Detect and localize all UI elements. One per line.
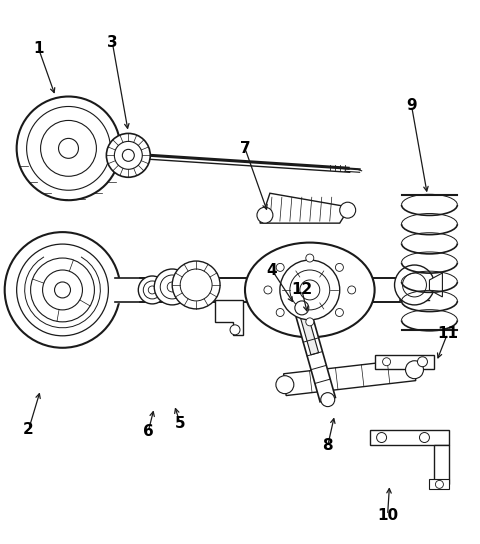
Ellipse shape <box>52 250 78 330</box>
Text: 10: 10 <box>377 508 398 523</box>
Polygon shape <box>370 430 449 446</box>
Circle shape <box>276 263 284 271</box>
Ellipse shape <box>61 114 84 183</box>
Circle shape <box>383 358 391 366</box>
Circle shape <box>336 308 343 317</box>
Ellipse shape <box>51 250 77 330</box>
Ellipse shape <box>61 114 83 183</box>
Circle shape <box>306 254 314 262</box>
Ellipse shape <box>60 114 82 183</box>
Circle shape <box>395 265 434 305</box>
Circle shape <box>114 141 142 169</box>
Text: 7: 7 <box>240 141 250 156</box>
Circle shape <box>321 393 335 406</box>
Circle shape <box>435 480 444 489</box>
Circle shape <box>154 269 190 305</box>
Circle shape <box>340 202 356 218</box>
Circle shape <box>59 138 78 158</box>
Polygon shape <box>260 193 350 223</box>
Polygon shape <box>430 273 443 297</box>
Circle shape <box>348 286 356 294</box>
Ellipse shape <box>52 250 78 330</box>
Circle shape <box>276 376 294 394</box>
Circle shape <box>257 207 273 223</box>
Ellipse shape <box>245 243 374 337</box>
Circle shape <box>276 308 284 317</box>
Text: 4: 4 <box>266 263 277 277</box>
Circle shape <box>167 282 177 292</box>
Circle shape <box>280 260 340 320</box>
Polygon shape <box>434 446 449 484</box>
Ellipse shape <box>51 250 77 330</box>
Text: 9: 9 <box>406 98 417 113</box>
Circle shape <box>306 318 314 326</box>
Circle shape <box>17 96 120 200</box>
Circle shape <box>138 276 166 304</box>
Circle shape <box>300 280 320 300</box>
Ellipse shape <box>50 250 76 330</box>
Circle shape <box>377 432 386 442</box>
Text: 11: 11 <box>437 326 458 341</box>
Ellipse shape <box>60 114 83 183</box>
Ellipse shape <box>59 114 81 183</box>
Text: 1: 1 <box>33 41 44 56</box>
Circle shape <box>31 258 95 322</box>
Circle shape <box>17 244 108 336</box>
Circle shape <box>336 263 343 271</box>
Polygon shape <box>215 300 243 335</box>
Ellipse shape <box>50 250 76 330</box>
Polygon shape <box>140 278 399 302</box>
Text: 6: 6 <box>143 424 154 439</box>
Circle shape <box>148 286 156 294</box>
Circle shape <box>295 301 309 315</box>
Polygon shape <box>430 479 449 490</box>
Circle shape <box>55 282 71 298</box>
Circle shape <box>172 261 220 309</box>
Circle shape <box>403 273 426 297</box>
Ellipse shape <box>60 114 82 183</box>
Ellipse shape <box>54 250 80 330</box>
Circle shape <box>264 286 272 294</box>
Circle shape <box>290 270 330 310</box>
Ellipse shape <box>51 250 77 330</box>
Ellipse shape <box>58 114 80 183</box>
Circle shape <box>144 281 161 299</box>
Circle shape <box>122 150 134 162</box>
Text: 2: 2 <box>23 422 34 437</box>
Polygon shape <box>298 307 319 355</box>
Circle shape <box>107 133 150 177</box>
Text: 12: 12 <box>291 282 312 298</box>
Circle shape <box>180 269 212 301</box>
Circle shape <box>406 361 423 379</box>
Polygon shape <box>284 359 416 395</box>
Circle shape <box>230 325 240 335</box>
Text: 3: 3 <box>107 35 118 50</box>
Circle shape <box>41 120 96 176</box>
Polygon shape <box>294 306 336 402</box>
Text: 8: 8 <box>323 438 333 453</box>
Circle shape <box>43 270 83 310</box>
Ellipse shape <box>53 250 79 330</box>
Text: 5: 5 <box>175 416 185 431</box>
Circle shape <box>26 107 110 190</box>
Ellipse shape <box>53 250 79 330</box>
Circle shape <box>5 232 120 348</box>
Circle shape <box>418 357 428 367</box>
Polygon shape <box>374 355 434 369</box>
Ellipse shape <box>59 114 81 183</box>
Circle shape <box>420 432 430 442</box>
Circle shape <box>160 275 184 299</box>
